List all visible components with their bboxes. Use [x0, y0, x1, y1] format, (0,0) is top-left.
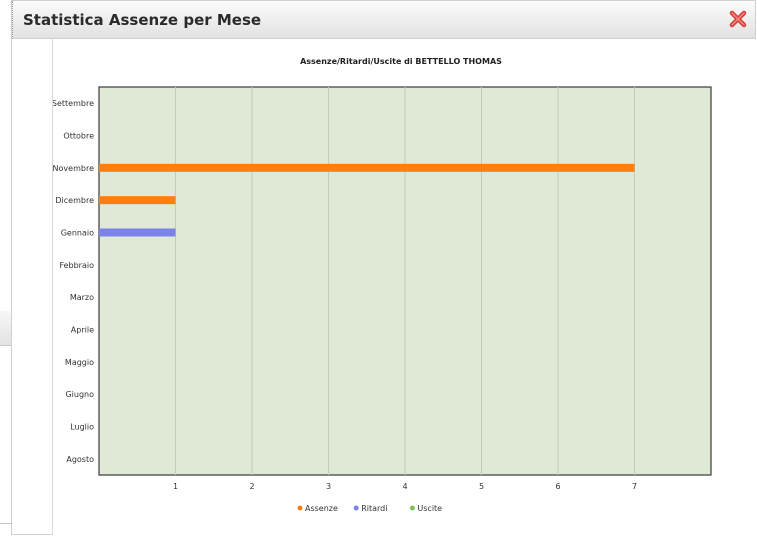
category-labels: Settembre Ottobre Novembre Dicembre Gennaio F… — [52, 99, 94, 464]
close-icon[interactable] — [729, 10, 747, 28]
category-label: Giugno — [65, 390, 94, 399]
category-label: Febbraio — [59, 261, 94, 270]
window-title: Statistica Assenze per Mese — [23, 11, 262, 29]
category-label: Maggio — [65, 358, 94, 367]
category-label: Marzo — [70, 293, 94, 302]
category-label: Agosto — [66, 455, 94, 464]
x-tick-label: 4 — [402, 482, 407, 491]
category-label: Settembre — [53, 99, 94, 108]
bars — [99, 163, 635, 237]
category-label: Aprile — [71, 326, 94, 335]
legend-marker — [409, 505, 415, 511]
legend-marker — [297, 505, 303, 511]
x-tick-labels: 1 2 3 4 5 6 7 — [173, 482, 637, 491]
grid-lines — [175, 87, 635, 475]
chart-title: Assenze/Ritardi/Uscite di BETTELLO THOMA… — [300, 57, 502, 66]
legend-marker — [353, 505, 359, 511]
x-tick-label: 3 — [326, 482, 331, 491]
category-label: Ottobre — [63, 132, 94, 141]
chart-area: Assenze/Ritardi/Uscite di BETTELLO THOMA… — [52, 39, 757, 535]
x-tick-label: 1 — [173, 482, 178, 491]
bar-chart: Assenze/Ritardi/Uscite di BETTELLO THOMA… — [52, 57, 712, 513]
legend-label: Ritardi — [361, 504, 387, 513]
x-tick-label: 7 — [632, 482, 637, 491]
legend-label: Uscite — [417, 504, 442, 513]
category-label: Novembre — [53, 164, 94, 173]
bar-ritardi-gennaio — [99, 228, 176, 237]
statistics-window: Statistica Assenze per Mese Assenze/Rita… — [11, 0, 757, 535]
bar-assenze-dicembre — [99, 196, 176, 205]
legend: Assenze Ritardi Uscite — [297, 504, 442, 513]
category-label: Dicembre — [55, 196, 94, 205]
category-label: Gennaio — [61, 229, 94, 238]
x-tick-label: 5 — [479, 482, 484, 491]
x-tick-label: 2 — [249, 482, 254, 491]
legend-label: Assenze — [305, 504, 338, 513]
category-label: Luglio — [70, 423, 94, 432]
x-tick-label: 6 — [555, 482, 560, 491]
bar-assenze-novembre — [99, 163, 635, 172]
window-titlebar: Statistica Assenze per Mese — [12, 1, 755, 39]
